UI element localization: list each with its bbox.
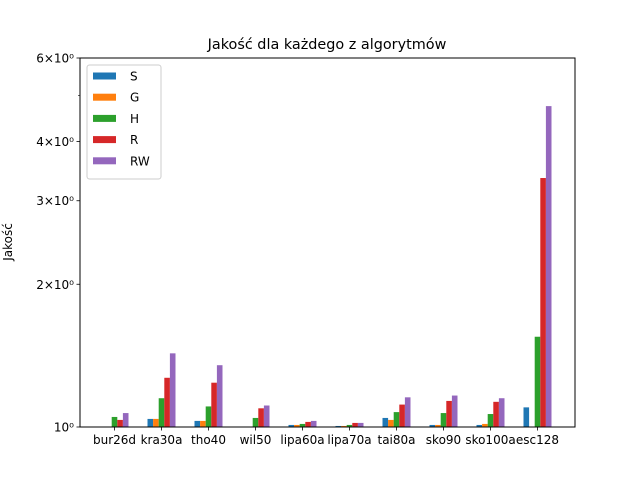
x-ticks-group: bur26d kra30a tho40 wil50 lipa60a lipa70a tai8… bbox=[93, 427, 559, 447]
bar-s-esc128 bbox=[523, 407, 530, 427]
y-tick-label: 3×10⁰ bbox=[36, 194, 74, 208]
bar-rw-esc128 bbox=[545, 106, 552, 428]
legend-frame bbox=[86, 64, 162, 180]
y-ticks-group: 10⁰ 2×10⁰ 3×10⁰ 4×10⁰ 6×10⁰ bbox=[36, 52, 80, 435]
bar-r-wil50 bbox=[258, 408, 264, 427]
bar-h-sko90 bbox=[440, 413, 447, 427]
bars-group bbox=[111, 106, 552, 428]
bar-rw-tai80a bbox=[404, 397, 411, 427]
legend-swatch-r bbox=[93, 136, 116, 144]
x-tick-label: tai80a bbox=[377, 433, 415, 447]
x-tick-label: tho40 bbox=[191, 433, 226, 447]
bar-r-lipa70a bbox=[352, 422, 358, 427]
x-tick-label: sko100a bbox=[465, 433, 515, 447]
legend-label-h: H bbox=[130, 112, 139, 126]
x-tick-label: bur26d bbox=[93, 433, 136, 447]
bar-h-esc128 bbox=[534, 336, 541, 427]
bar-s-sko100a bbox=[476, 424, 483, 427]
x-tick-label: kra30a bbox=[141, 433, 183, 447]
bar-r-lipa60a bbox=[305, 421, 311, 427]
x-tick-label: wil50 bbox=[240, 433, 272, 447]
y-tick-label: 6×10⁰ bbox=[36, 52, 74, 66]
legend-swatch-rw bbox=[93, 157, 116, 165]
bar-rw-lipa70a bbox=[357, 422, 364, 427]
chart-title: Jakość dla każdego z algorytmów bbox=[207, 37, 447, 53]
legend-label-r: R bbox=[130, 133, 138, 147]
bar-rw-lipa60a bbox=[310, 420, 317, 427]
bar-g-tho40 bbox=[200, 420, 206, 427]
bar-r-bur26d bbox=[117, 419, 123, 427]
legend-swatch-s bbox=[93, 72, 116, 80]
bar-r-tho40 bbox=[211, 382, 217, 427]
bar-rw-sko90 bbox=[451, 395, 458, 427]
x-tick-label: esc128 bbox=[516, 433, 559, 447]
bar-s-lipa70a bbox=[335, 425, 342, 427]
bar-g-sko100a bbox=[482, 423, 488, 427]
bar-rw-tho40 bbox=[216, 365, 223, 427]
bar-r-sko100a bbox=[493, 401, 499, 427]
bar-h-kra30a bbox=[158, 398, 165, 427]
bar-h-lipa60a bbox=[299, 423, 306, 427]
y-axis-label: Jakość bbox=[1, 223, 15, 262]
bar-h-sko100a bbox=[487, 414, 494, 427]
y-tick-label: 2×10⁰ bbox=[36, 278, 74, 292]
bar-h-bur26d bbox=[111, 416, 118, 427]
bar-s-tai80a bbox=[382, 417, 389, 427]
bar-rw-bur26d bbox=[122, 413, 129, 427]
bar-s-sko90 bbox=[429, 424, 436, 427]
bar-r-esc128 bbox=[540, 178, 546, 427]
legend-label-rw: RW bbox=[130, 154, 150, 168]
x-tick-label: lipa70a bbox=[327, 433, 371, 447]
x-tick-label: lipa60a bbox=[280, 433, 324, 447]
legend-swatch-h bbox=[93, 114, 116, 122]
bar-r-tai80a bbox=[399, 404, 405, 427]
bar-h-lipa70a bbox=[346, 424, 353, 427]
legend-swatch-g bbox=[93, 93, 116, 101]
bar-g-kra30a bbox=[153, 418, 159, 427]
bar-g-tai80a bbox=[388, 419, 394, 427]
bar-rw-kra30a bbox=[169, 353, 176, 427]
bar-r-kra30a bbox=[164, 377, 170, 427]
bar-h-wil50 bbox=[252, 417, 259, 427]
bar-r-sko90 bbox=[446, 400, 452, 427]
bar-g-lipa60a bbox=[294, 424, 300, 427]
bar-h-tho40 bbox=[205, 406, 212, 427]
bar-g-sko90 bbox=[435, 424, 441, 427]
plot-frame bbox=[79, 57, 576, 428]
bar-s-lipa60a bbox=[288, 424, 295, 427]
y-tick-label: 10⁰ bbox=[54, 421, 74, 435]
legend-label-s: S bbox=[130, 70, 138, 84]
y-tick-label: 4×10⁰ bbox=[36, 135, 74, 149]
bar-s-tho40 bbox=[194, 420, 201, 427]
x-tick-label: sko90 bbox=[426, 433, 461, 447]
legend-label-g: G bbox=[130, 91, 139, 105]
bar-rw-sko100a bbox=[498, 398, 505, 427]
bar-h-tai80a bbox=[393, 412, 400, 427]
bar-rw-wil50 bbox=[263, 405, 270, 427]
bar-g-lipa70a bbox=[341, 425, 347, 427]
bar-s-kra30a bbox=[147, 418, 154, 427]
